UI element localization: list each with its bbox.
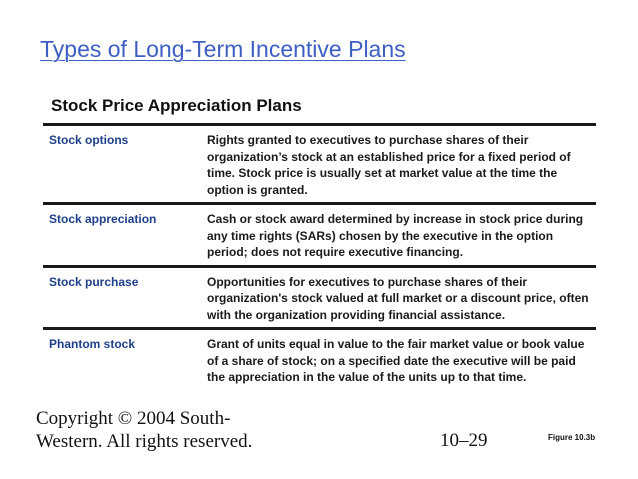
plan-description: Grant of units equal in value to the fai…: [207, 337, 585, 384]
table-row-stock-purchase: Stock purchase Opportunities for executi…: [43, 264, 596, 328]
plan-name: Phantom stock: [49, 337, 136, 351]
copyright-line-1: Copyright © 2004 South-: [36, 408, 231, 429]
plan-name: Stock appreciation: [49, 212, 157, 226]
table-title: Stock Price Appreciation Plans: [51, 96, 302, 115]
table-row-phantom-stock: Phantom stock Grant of units equal in va…: [43, 327, 596, 390]
page-number: 10–29: [440, 430, 488, 451]
table-row-stock-appreciation: Stock appreciation Cash or stock award d…: [43, 202, 596, 265]
plan-name: Stock options: [49, 133, 129, 147]
table-top-rule: [43, 123, 596, 126]
table-row-stock-options: Stock options Rights granted to executiv…: [43, 126, 596, 202]
plan-description: Opportunities for executives to purchase…: [207, 274, 589, 322]
plan-name: Stock purchase: [49, 274, 139, 289]
copyright-line-2: Western. All rights reserved.: [36, 431, 253, 452]
plan-description: Cash or stock award determined by increa…: [207, 212, 584, 259]
plan-description: Rights granted to executives to purchase…: [207, 133, 571, 197]
slide-title: Types of Long-Term Incentive Plans: [40, 36, 406, 62]
figure-label: Figure 10.3b: [548, 433, 596, 442]
copyright-notice: Copyright © 2004 South- Western. All rig…: [36, 407, 252, 453]
plans-table: Stock options Rights granted to executiv…: [43, 123, 596, 390]
